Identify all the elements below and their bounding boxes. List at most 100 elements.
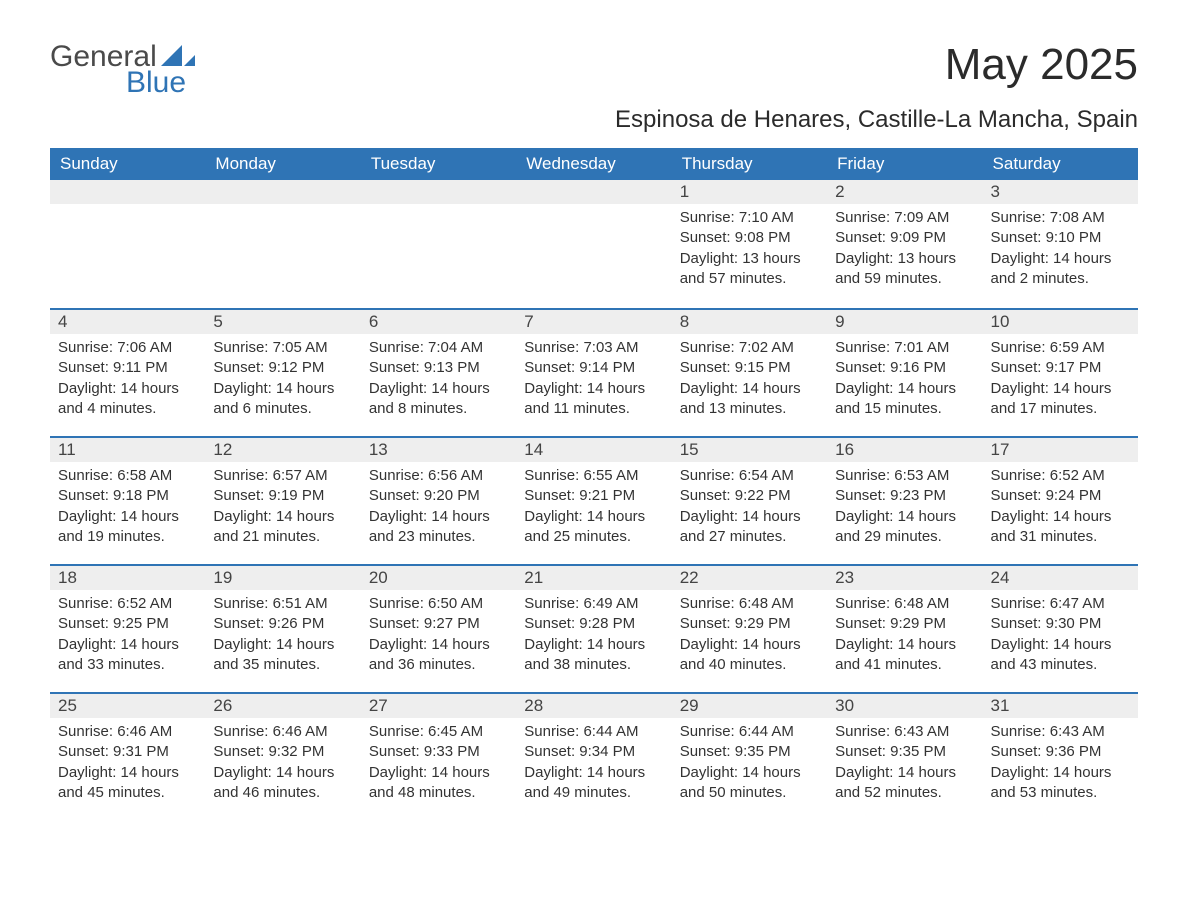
- day-details: Sunrise: 6:59 AMSunset: 9:17 PMDaylight:…: [983, 334, 1138, 427]
- day-details: Sunrise: 7:08 AMSunset: 9:10 PMDaylight:…: [983, 204, 1138, 297]
- day-details: Sunrise: 6:44 AMSunset: 9:35 PMDaylight:…: [672, 718, 827, 811]
- sunrise-text: Sunrise: 6:43 AM: [991, 722, 1130, 742]
- sunset-text: Sunset: 9:14 PM: [524, 358, 663, 378]
- sunrise-text: Sunrise: 7:02 AM: [680, 338, 819, 358]
- calendar-day-cell: [50, 180, 205, 308]
- calendar-day-cell: 20Sunrise: 6:50 AMSunset: 9:27 PMDayligh…: [361, 564, 516, 692]
- day-number: 1: [672, 180, 827, 204]
- daylight-text: Daylight: 14 hours and 31 minutes.: [991, 507, 1130, 548]
- day-details: Sunrise: 7:01 AMSunset: 9:16 PMDaylight:…: [827, 334, 982, 427]
- day-number: 26: [205, 692, 360, 718]
- calendar-day-cell: 3Sunrise: 7:08 AMSunset: 9:10 PMDaylight…: [983, 180, 1138, 308]
- day-details: Sunrise: 7:04 AMSunset: 9:13 PMDaylight:…: [361, 334, 516, 427]
- sunset-text: Sunset: 9:17 PM: [991, 358, 1130, 378]
- location-subtitle: Espinosa de Henares, Castille-La Mancha,…: [50, 106, 1138, 134]
- day-details: Sunrise: 6:48 AMSunset: 9:29 PMDaylight:…: [827, 590, 982, 683]
- day-number: 28: [516, 692, 671, 718]
- sunrise-text: Sunrise: 6:51 AM: [213, 594, 352, 614]
- sunset-text: Sunset: 9:36 PM: [991, 742, 1130, 762]
- day-details: Sunrise: 6:52 AMSunset: 9:24 PMDaylight:…: [983, 462, 1138, 555]
- sunrise-text: Sunrise: 6:44 AM: [680, 722, 819, 742]
- day-number: 21: [516, 564, 671, 590]
- daylight-text: Daylight: 14 hours and 49 minutes.: [524, 763, 663, 804]
- sunset-text: Sunset: 9:15 PM: [680, 358, 819, 378]
- daylight-text: Daylight: 14 hours and 29 minutes.: [835, 507, 974, 548]
- sunset-text: Sunset: 9:23 PM: [835, 486, 974, 506]
- sunrise-text: Sunrise: 7:04 AM: [369, 338, 508, 358]
- day-details: Sunrise: 6:43 AMSunset: 9:36 PMDaylight:…: [983, 718, 1138, 811]
- day-number: 13: [361, 436, 516, 462]
- day-number: 20: [361, 564, 516, 590]
- sunset-text: Sunset: 9:25 PM: [58, 614, 197, 634]
- calendar-body: 1Sunrise: 7:10 AMSunset: 9:08 PMDaylight…: [50, 180, 1138, 820]
- daylight-text: Daylight: 14 hours and 17 minutes.: [991, 379, 1130, 420]
- sunrise-text: Sunrise: 6:52 AM: [991, 466, 1130, 486]
- column-header: Friday: [827, 148, 982, 180]
- calendar-day-cell: 6Sunrise: 7:04 AMSunset: 9:13 PMDaylight…: [361, 308, 516, 436]
- column-header: Monday: [205, 148, 360, 180]
- daylight-text: Daylight: 14 hours and 6 minutes.: [213, 379, 352, 420]
- daylight-text: Daylight: 14 hours and 53 minutes.: [991, 763, 1130, 804]
- day-details: Sunrise: 6:52 AMSunset: 9:25 PMDaylight:…: [50, 590, 205, 683]
- sunset-text: Sunset: 9:28 PM: [524, 614, 663, 634]
- daylight-text: Daylight: 14 hours and 4 minutes.: [58, 379, 197, 420]
- calendar-day-cell: 13Sunrise: 6:56 AMSunset: 9:20 PMDayligh…: [361, 436, 516, 564]
- calendar-day-cell: 10Sunrise: 6:59 AMSunset: 9:17 PMDayligh…: [983, 308, 1138, 436]
- sunrise-text: Sunrise: 7:10 AM: [680, 208, 819, 228]
- day-number: 4: [50, 308, 205, 334]
- daylight-text: Daylight: 14 hours and 13 minutes.: [680, 379, 819, 420]
- day-number: 12: [205, 436, 360, 462]
- sunset-text: Sunset: 9:16 PM: [835, 358, 974, 378]
- column-header: Sunday: [50, 148, 205, 180]
- sunrise-text: Sunrise: 6:43 AM: [835, 722, 974, 742]
- daylight-text: Daylight: 14 hours and 11 minutes.: [524, 379, 663, 420]
- sunset-text: Sunset: 9:12 PM: [213, 358, 352, 378]
- day-number: 16: [827, 436, 982, 462]
- daylight-text: Daylight: 14 hours and 19 minutes.: [58, 507, 197, 548]
- sunset-text: Sunset: 9:29 PM: [680, 614, 819, 634]
- day-number: 22: [672, 564, 827, 590]
- column-header: Thursday: [672, 148, 827, 180]
- day-number: 3: [983, 180, 1138, 204]
- calendar-day-cell: 27Sunrise: 6:45 AMSunset: 9:33 PMDayligh…: [361, 692, 516, 820]
- day-details: Sunrise: 7:05 AMSunset: 9:12 PMDaylight:…: [205, 334, 360, 427]
- sunrise-text: Sunrise: 7:08 AM: [991, 208, 1130, 228]
- calendar-day-cell: 18Sunrise: 6:52 AMSunset: 9:25 PMDayligh…: [50, 564, 205, 692]
- sunset-text: Sunset: 9:09 PM: [835, 228, 974, 248]
- column-header: Wednesday: [516, 148, 671, 180]
- daylight-text: Daylight: 14 hours and 41 minutes.: [835, 635, 974, 676]
- day-number: 24: [983, 564, 1138, 590]
- calendar-day-cell: [361, 180, 516, 308]
- day-details: Sunrise: 6:47 AMSunset: 9:30 PMDaylight:…: [983, 590, 1138, 683]
- logo-word-2: Blue: [126, 66, 186, 100]
- daylight-text: Daylight: 14 hours and 27 minutes.: [680, 507, 819, 548]
- day-number: 17: [983, 436, 1138, 462]
- daylight-text: Daylight: 13 hours and 57 minutes.: [680, 249, 819, 290]
- calendar-day-cell: 16Sunrise: 6:53 AMSunset: 9:23 PMDayligh…: [827, 436, 982, 564]
- day-details: Sunrise: 6:50 AMSunset: 9:27 PMDaylight:…: [361, 590, 516, 683]
- daylight-text: Daylight: 14 hours and 36 minutes.: [369, 635, 508, 676]
- day-number: 18: [50, 564, 205, 590]
- day-details: Sunrise: 6:57 AMSunset: 9:19 PMDaylight:…: [205, 462, 360, 555]
- sunset-text: Sunset: 9:08 PM: [680, 228, 819, 248]
- day-details: Sunrise: 6:46 AMSunset: 9:31 PMDaylight:…: [50, 718, 205, 811]
- daylight-text: Daylight: 14 hours and 46 minutes.: [213, 763, 352, 804]
- calendar-day-cell: 4Sunrise: 7:06 AMSunset: 9:11 PMDaylight…: [50, 308, 205, 436]
- daynum-bar-empty: [516, 180, 671, 204]
- sunrise-text: Sunrise: 7:01 AM: [835, 338, 974, 358]
- sunset-text: Sunset: 9:18 PM: [58, 486, 197, 506]
- sunrise-text: Sunrise: 6:50 AM: [369, 594, 508, 614]
- calendar-day-cell: 14Sunrise: 6:55 AMSunset: 9:21 PMDayligh…: [516, 436, 671, 564]
- sunrise-text: Sunrise: 6:56 AM: [369, 466, 508, 486]
- day-details: Sunrise: 6:51 AMSunset: 9:26 PMDaylight:…: [205, 590, 360, 683]
- daylight-text: Daylight: 14 hours and 15 minutes.: [835, 379, 974, 420]
- sunrise-text: Sunrise: 6:47 AM: [991, 594, 1130, 614]
- sunset-text: Sunset: 9:21 PM: [524, 486, 663, 506]
- daylight-text: Daylight: 14 hours and 35 minutes.: [213, 635, 352, 676]
- daylight-text: Daylight: 14 hours and 40 minutes.: [680, 635, 819, 676]
- sunset-text: Sunset: 9:33 PM: [369, 742, 508, 762]
- day-details: Sunrise: 6:45 AMSunset: 9:33 PMDaylight:…: [361, 718, 516, 811]
- calendar-day-cell: 11Sunrise: 6:58 AMSunset: 9:18 PMDayligh…: [50, 436, 205, 564]
- calendar-day-cell: 28Sunrise: 6:44 AMSunset: 9:34 PMDayligh…: [516, 692, 671, 820]
- sunset-text: Sunset: 9:29 PM: [835, 614, 974, 634]
